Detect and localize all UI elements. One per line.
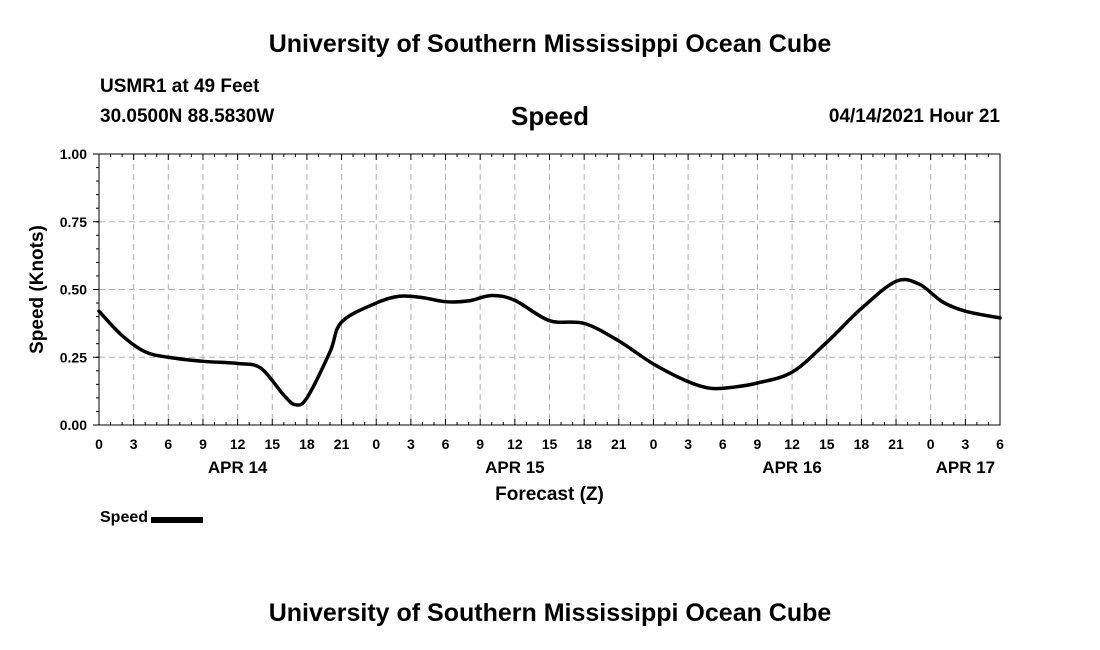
variable-title: Speed bbox=[510, 101, 590, 131]
x-tick-label: 6 bbox=[996, 436, 1004, 452]
y-tick-label: 0.00 bbox=[60, 417, 87, 433]
x-tick-label: 3 bbox=[130, 436, 138, 452]
x-tick-label: 6 bbox=[442, 436, 450, 452]
x-tick-label: 18 bbox=[299, 436, 315, 452]
x-tick-label: 18 bbox=[576, 436, 592, 452]
y-tick-label: 1.00 bbox=[60, 146, 87, 162]
y-tick-label: 0.25 bbox=[60, 349, 87, 365]
date-label: APR 16 bbox=[762, 458, 822, 477]
x-tick-label: 0 bbox=[927, 436, 935, 452]
legend-label: Speed bbox=[100, 509, 149, 526]
date-label: APR 17 bbox=[936, 458, 996, 477]
x-tick-label: 12 bbox=[784, 436, 800, 452]
y-tick-label: 0.75 bbox=[60, 214, 87, 230]
x-tick-label: 6 bbox=[719, 436, 727, 452]
date-label: APR 15 bbox=[485, 458, 545, 477]
legend-line-swatch bbox=[151, 517, 204, 523]
x-tick-label: 0 bbox=[95, 436, 103, 452]
legend: Speed bbox=[100, 509, 204, 527]
date-label: APR 14 bbox=[208, 458, 268, 477]
x-tick-label: 3 bbox=[961, 436, 969, 452]
x-tick-label: 15 bbox=[264, 436, 280, 452]
y-axis-title: Speed (Knots) bbox=[27, 225, 48, 354]
x-tick-label: 9 bbox=[199, 436, 207, 452]
x-tick-label: 3 bbox=[407, 436, 415, 452]
forecast-datetime: 04/14/2021 Hour 21 bbox=[828, 106, 1000, 127]
x-tick-label: 21 bbox=[888, 436, 904, 452]
x-tick-label: 3 bbox=[684, 436, 692, 452]
x-tick-label: 0 bbox=[372, 436, 380, 452]
x-tick-label: 6 bbox=[164, 436, 172, 452]
x-tick-label: 15 bbox=[542, 436, 558, 452]
coordinates-label: 30.0500N 88.5830W bbox=[100, 106, 275, 127]
x-tick-label: 18 bbox=[854, 436, 870, 452]
x-tick-label: 9 bbox=[754, 436, 762, 452]
x-tick-label: 21 bbox=[611, 436, 627, 452]
x-tick-label: 15 bbox=[819, 436, 835, 452]
x-axis-title: Forecast (Z) bbox=[495, 484, 604, 505]
x-tick-label: 21 bbox=[334, 436, 350, 452]
x-tick-label: 12 bbox=[230, 436, 246, 452]
x-tick-label: 9 bbox=[476, 436, 484, 452]
x-tick-label: 0 bbox=[650, 436, 658, 452]
y-tick-label: 0.50 bbox=[60, 282, 87, 298]
footer-title: University of Southern Mississippi Ocean… bbox=[268, 599, 832, 627]
x-tick-label: 12 bbox=[507, 436, 523, 452]
page-title: University of Southern Mississippi Ocean… bbox=[268, 30, 832, 58]
speed-series-line bbox=[97, 277, 1002, 407]
station-label: USMR1 at 49 Feet bbox=[100, 76, 260, 97]
